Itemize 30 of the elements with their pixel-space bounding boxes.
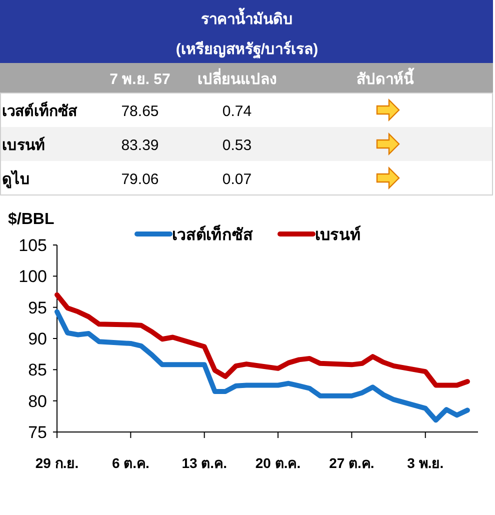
x-tick-label: 29 ก.ย. (35, 455, 79, 471)
legend-label: เบรนท์ (315, 225, 361, 244)
text: 79.06 (121, 171, 159, 188)
y-axis-title: $/BBL (8, 211, 54, 228)
x-tick-label: 20 ต.ค. (255, 455, 301, 471)
y-tick-label: 75 (28, 423, 47, 442)
x-tick-label: 27 ต.ค. (329, 455, 374, 471)
text: เวสต์เท็กซัส (2, 101, 78, 120)
text: 7 พ.ย. 57 (110, 71, 170, 88)
x-tick-label: 6 ต.ค. (112, 455, 150, 471)
text: เบรนท์ (2, 136, 45, 154)
text: เปลี่ยนแปลง (198, 68, 276, 88)
text: 0.74 (222, 103, 252, 120)
text: สัปดาห์นี้ (356, 67, 414, 88)
y-tick-label: 90 (28, 330, 47, 348)
text: 83.39 (121, 137, 159, 154)
text: ราคาน้ำมันดิบ (201, 7, 293, 28)
y-tick-label: 105 (18, 236, 47, 255)
text: ดูไบ (2, 169, 30, 189)
text: 78.65 (121, 103, 159, 120)
y-tick-label: 85 (28, 360, 47, 380)
x-tick-label: 13 ต.ค. (182, 455, 227, 471)
y-tick-label: 95 (28, 298, 47, 318)
text: 0.07 (222, 171, 252, 188)
legend-label: เวสต์เท็กซัส (172, 223, 253, 244)
text: (เหรียญสหรัฐ/บาร์เรล) (176, 40, 318, 59)
x-tick-label: 3 พ.ย. (407, 455, 444, 471)
text: 0.53 (222, 137, 252, 154)
y-tick-label: 100 (18, 267, 47, 286)
y-tick-label: 80 (28, 392, 47, 411)
